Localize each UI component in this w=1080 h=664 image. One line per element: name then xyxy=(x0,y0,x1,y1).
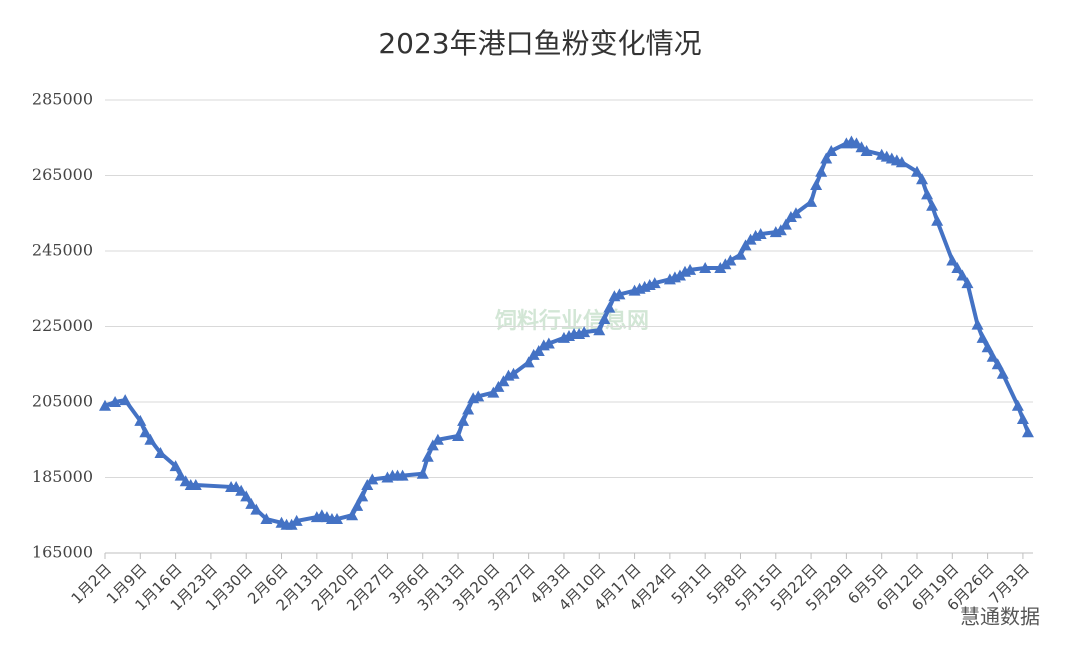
marker xyxy=(361,479,374,491)
marker xyxy=(603,301,616,313)
marker xyxy=(492,380,505,392)
y-tick-label: 285000 xyxy=(32,90,93,109)
marker xyxy=(805,195,818,207)
marker xyxy=(860,144,873,156)
x-tick-label: 7月3日 xyxy=(985,560,1032,607)
marker xyxy=(351,499,364,511)
marker xyxy=(416,467,429,479)
marker xyxy=(472,390,485,402)
marker xyxy=(426,439,439,451)
marker xyxy=(1021,426,1034,438)
marker xyxy=(598,312,611,324)
marker xyxy=(174,469,187,481)
marker xyxy=(346,509,359,521)
marker xyxy=(431,433,444,445)
marker xyxy=(613,288,626,300)
marker xyxy=(820,152,833,164)
marker xyxy=(109,396,122,407)
marker xyxy=(946,254,959,266)
marker xyxy=(931,214,944,226)
y-tick-label: 205000 xyxy=(32,392,93,411)
marker xyxy=(457,414,470,426)
marker xyxy=(99,399,111,411)
marker xyxy=(245,497,258,509)
marker xyxy=(961,277,974,289)
marker xyxy=(754,228,767,240)
marker xyxy=(981,341,994,353)
marker xyxy=(134,414,147,426)
y-tick-label: 185000 xyxy=(32,467,93,486)
marker xyxy=(810,178,823,190)
marker xyxy=(532,345,545,357)
marker xyxy=(815,165,828,177)
marker xyxy=(421,450,434,462)
plot: 165000 185000 205000 225000 245000 265000 2850… xyxy=(32,90,1034,614)
marker xyxy=(971,318,984,330)
marker xyxy=(926,199,939,211)
marker xyxy=(684,263,697,275)
marker xyxy=(1011,399,1024,411)
y-tick-label: 225000 xyxy=(32,316,93,335)
marker xyxy=(593,324,606,336)
marker xyxy=(290,514,303,526)
marker xyxy=(911,165,923,177)
marker xyxy=(542,337,555,349)
marker xyxy=(921,188,934,200)
marker xyxy=(356,490,369,502)
marker xyxy=(507,367,520,379)
marker xyxy=(895,156,908,168)
y-tick-label: 245000 xyxy=(32,241,93,260)
marker xyxy=(522,356,535,368)
marker xyxy=(976,331,989,343)
marker xyxy=(991,358,1004,370)
marker xyxy=(825,144,838,156)
marker xyxy=(956,269,969,281)
watermark: 慧通数据 xyxy=(960,605,1040,629)
marker xyxy=(235,484,248,496)
marker xyxy=(951,261,964,273)
marker xyxy=(250,503,263,515)
marker xyxy=(779,218,792,230)
marker xyxy=(724,254,737,266)
marker xyxy=(789,207,802,219)
marker xyxy=(366,473,379,485)
marker xyxy=(260,513,273,525)
marker xyxy=(734,248,747,260)
marker xyxy=(139,426,152,438)
marker xyxy=(916,173,929,185)
marker xyxy=(154,446,167,458)
y-tick-label: 265000 xyxy=(32,165,93,184)
marker xyxy=(462,403,475,415)
marker xyxy=(578,326,591,338)
marker xyxy=(169,460,182,472)
marker xyxy=(739,239,752,251)
y-tick-label: 165000 xyxy=(32,543,93,562)
marker xyxy=(331,513,343,525)
marker xyxy=(774,224,787,236)
marker xyxy=(986,350,999,362)
marker xyxy=(487,386,500,398)
marker xyxy=(240,490,253,502)
marker xyxy=(648,277,661,289)
marker xyxy=(497,375,510,387)
marker xyxy=(699,261,712,273)
marker xyxy=(1016,412,1029,424)
marker xyxy=(144,433,157,445)
marker xyxy=(396,469,409,481)
watermark: 饲料行业信息网 xyxy=(494,308,649,334)
marker xyxy=(452,429,465,441)
chart-title: 2023年港口鱼粉变化情况 xyxy=(378,27,701,60)
marker xyxy=(119,394,132,406)
marker xyxy=(189,479,202,491)
marker xyxy=(996,367,1009,379)
